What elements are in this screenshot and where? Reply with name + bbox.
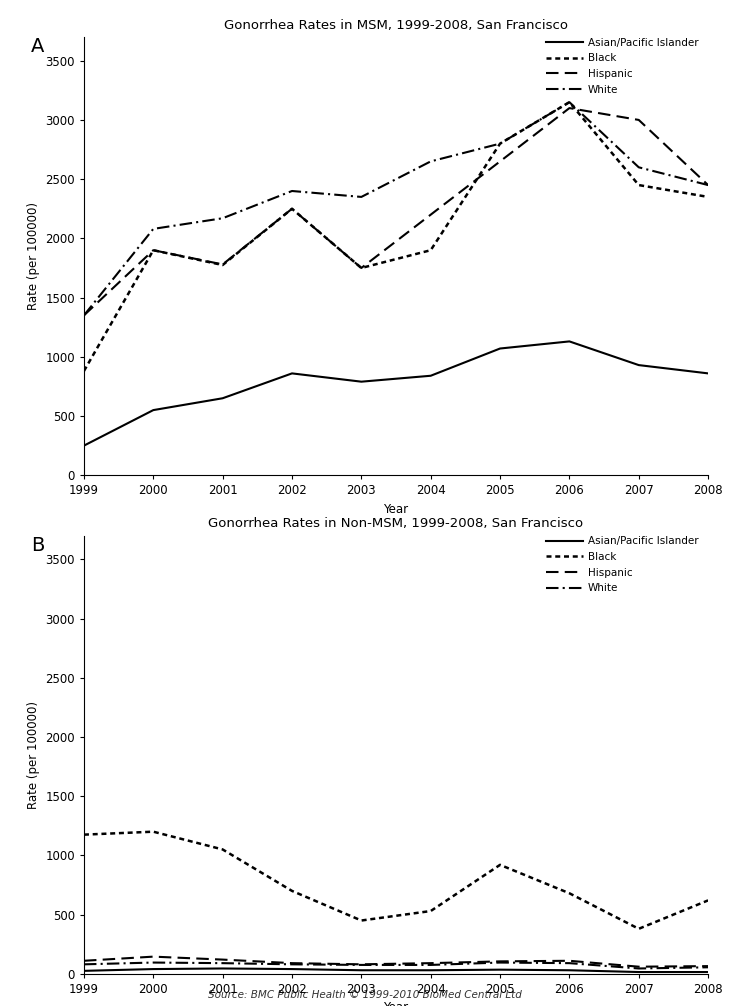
Text: B: B [31,535,45,554]
X-axis label: Year: Year [383,1001,409,1006]
Title: Gonorrhea Rates in Non-MSM, 1999-2008, San Francisco: Gonorrhea Rates in Non-MSM, 1999-2008, S… [209,517,583,530]
Legend: Asian/Pacific Islander, Black, Hispanic, White: Asian/Pacific Islander, Black, Hispanic,… [542,33,703,99]
Text: Source: BMC Public Health © 1999-2010 BioMed Central Ltd: Source: BMC Public Health © 1999-2010 Bi… [208,990,522,1000]
Y-axis label: Rate (per 100000): Rate (per 100000) [27,701,39,809]
Y-axis label: Rate (per 100000): Rate (per 100000) [27,202,39,310]
Legend: Asian/Pacific Islander, Black, Hispanic, White: Asian/Pacific Islander, Black, Hispanic,… [542,532,703,598]
Text: A: A [31,37,45,56]
Title: Gonorrhea Rates in MSM, 1999-2008, San Francisco: Gonorrhea Rates in MSM, 1999-2008, San F… [224,19,568,32]
Text: Medscape: Medscape [9,10,103,27]
X-axis label: Year: Year [383,503,409,516]
